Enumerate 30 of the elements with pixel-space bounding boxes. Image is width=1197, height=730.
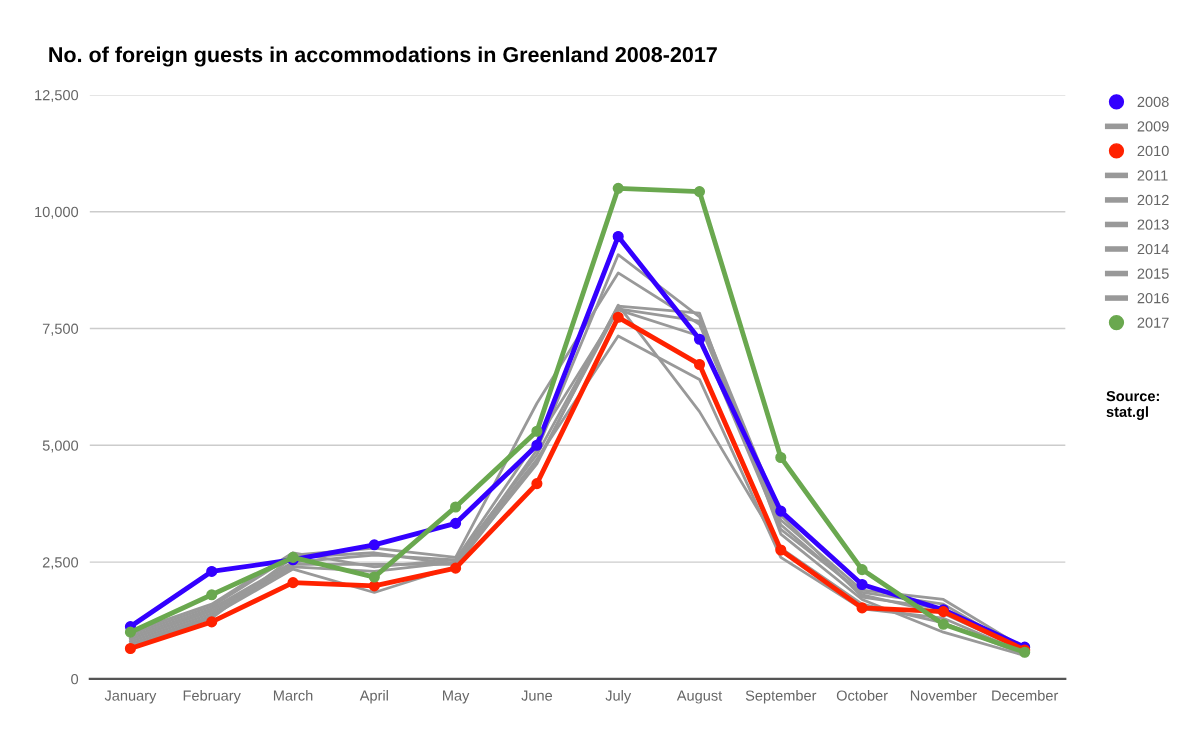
x-tick-label: November	[910, 690, 977, 701]
x-tick-label: June	[521, 690, 553, 701]
y-tick-label: 0	[71, 674, 79, 685]
chart-title: No. of foreign guests in accommodations in Greenland 2008-2017	[49, 46, 717, 67]
legend-label: 2010	[1137, 145, 1169, 157]
y-tick-label: 10,000	[35, 206, 79, 219]
x-tick-label: August	[676, 690, 723, 704]
x-tick-label: March	[273, 690, 313, 701]
x-tick-label: December	[992, 690, 1059, 701]
x-tick-label: April	[359, 690, 388, 704]
legend-label: 2011	[1137, 170, 1168, 181]
x-tick-label: October	[836, 690, 888, 701]
source-note: Source: stat.gl	[1106, 390, 1159, 420]
legend-label: 2013	[1137, 219, 1169, 230]
legend-label: 2008	[1137, 96, 1169, 108]
legend-label: 2017	[1137, 317, 1169, 328]
y-tick-label: 7,500	[42, 323, 79, 336]
x-tick-label: January	[104, 690, 157, 704]
legend-label: 2015	[1137, 268, 1169, 279]
legend-label: 2012	[1137, 194, 1169, 206]
x-tick-label: September	[745, 690, 817, 704]
x-tick-label: February	[183, 690, 241, 704]
y-tick-label: 2,500	[42, 557, 79, 570]
legend-label: 2009	[1137, 121, 1169, 132]
y-tick-label: 12,500	[35, 90, 79, 103]
y-tick-label: 5,000	[42, 440, 79, 453]
x-tick-label: May	[443, 690, 470, 704]
x-tick-label: July	[605, 690, 632, 704]
legend-label: 2016	[1137, 292, 1169, 304]
legend-label: 2014	[1137, 243, 1169, 255]
